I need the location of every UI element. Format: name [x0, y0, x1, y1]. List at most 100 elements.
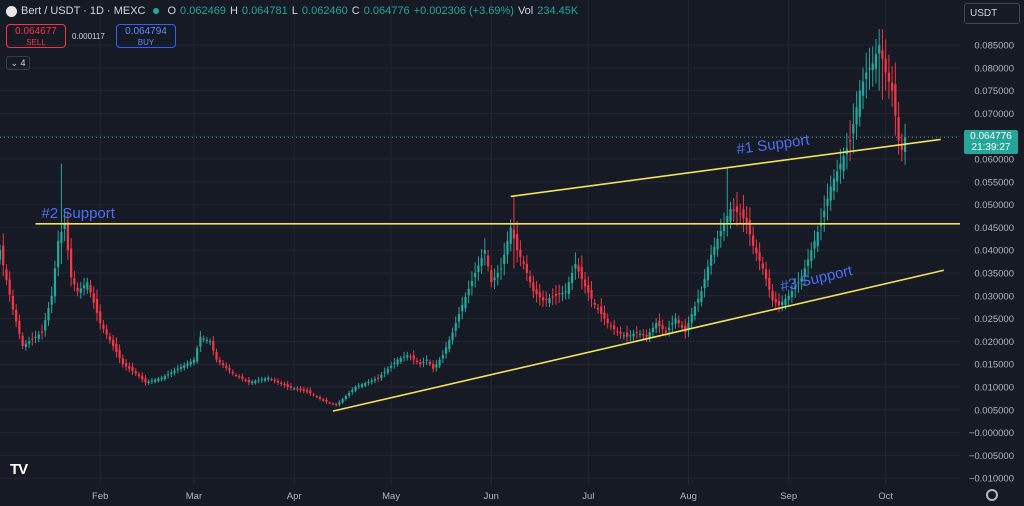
candle-body: [538, 292, 541, 298]
candle-body: [545, 298, 548, 300]
candle-body: [289, 386, 293, 388]
candle-body: [752, 235, 755, 246]
y-tick-label: 0.085000: [974, 41, 1014, 52]
candle-body: [141, 375, 144, 380]
candle-body: [124, 363, 128, 367]
y-tick-label: 0.025000: [974, 314, 1014, 325]
candle-body: [477, 265, 480, 273]
candle-body: [406, 355, 409, 358]
candle-body: [878, 45, 881, 54]
candle-body: [163, 376, 166, 380]
candle-body: [166, 374, 170, 376]
candle-body: [273, 379, 276, 381]
candle-body: [354, 386, 357, 391]
open-label: O: [167, 5, 177, 17]
sell-button[interactable]: 0.064677 SELL: [6, 24, 66, 48]
buy-button[interactable]: 0.064794 BUY: [116, 24, 176, 48]
candle-body: [868, 67, 871, 70]
candle-body: [690, 314, 693, 323]
tradingview-logo-icon[interactable]: TV: [10, 461, 28, 478]
y-tick-label: 0.020000: [974, 337, 1014, 348]
candle-body: [661, 325, 664, 330]
candle-body: [69, 248, 73, 278]
candle-body: [208, 341, 212, 343]
time-axis[interactable]: Feb Mar Apr May Jun Jul Aug Sep Oct: [92, 491, 893, 502]
candle-body: [428, 361, 432, 365]
support-line[interactable]: [510, 138, 941, 198]
candle-body: [739, 213, 742, 215]
candle-body: [8, 279, 11, 295]
candle-body: [11, 295, 15, 310]
candle-body: [703, 279, 706, 289]
candle-body: [147, 381, 150, 384]
candle-body: [212, 340, 215, 351]
candle-body: [839, 163, 842, 170]
candle-body: [44, 320, 47, 331]
candle-body: [467, 288, 470, 296]
candle-body: [855, 107, 858, 125]
y-tick-label: 0.005000: [974, 405, 1014, 416]
symbol-title[interactable]: Bert / USDT · 1D · MEXC: [21, 5, 146, 17]
candle-body: [606, 318, 609, 324]
symbol-header: Bert / USDT · 1D · MEXC O 0.062469 H 0.064…: [6, 5, 578, 17]
candle-body: [528, 276, 532, 283]
candle-body: [622, 335, 625, 337]
candle-body: [852, 124, 855, 134]
support-line[interactable]: [332, 269, 945, 412]
candle-body: [693, 306, 697, 316]
candle-body: [677, 320, 680, 324]
candle-body: [651, 327, 655, 333]
support-label[interactable]: #1 Support: [736, 131, 812, 158]
chart-grid: [0, 0, 960, 485]
y-tick-label: 0.040000: [974, 246, 1014, 257]
y-tick-label: 0.050000: [974, 200, 1014, 211]
candle-body: [63, 222, 66, 229]
candle-body: [66, 222, 70, 251]
candle-body: [794, 286, 797, 290]
x-tick-label: Jul: [582, 491, 594, 502]
candle-body: [402, 356, 406, 358]
candle-body: [480, 257, 483, 266]
candle-body: [173, 370, 176, 373]
candle-body: [483, 250, 486, 254]
candle-body: [202, 338, 205, 340]
candle-body: [719, 230, 722, 237]
candle-body: [267, 377, 270, 380]
indicators-count: 4: [20, 58, 26, 68]
candles: [0, 29, 907, 407]
candle-body: [667, 327, 671, 330]
y-tick-label: 0.055000: [974, 177, 1014, 188]
candle-body: [438, 359, 441, 366]
candle-body: [386, 368, 390, 373]
candle-body: [257, 380, 260, 382]
candle-body: [293, 388, 296, 390]
candle-body: [244, 379, 247, 381]
candle-body: [729, 209, 732, 222]
candle-body: [816, 231, 819, 247]
candle-body: [144, 378, 147, 383]
candle-body: [470, 280, 474, 287]
candle-body: [887, 72, 891, 82]
candle-body: [777, 301, 781, 305]
price-axis[interactable]: 0.0850000.0800000.0750000.0700000.065000…: [969, 41, 1014, 485]
currency-button[interactable]: USDT: [964, 3, 1020, 24]
candle-body: [496, 273, 499, 278]
chevron-down-icon: ⌄: [10, 58, 18, 68]
candle-body: [241, 376, 244, 379]
candle-body: [577, 265, 580, 272]
candle-body: [781, 301, 784, 305]
candle-body: [393, 362, 396, 364]
support-label[interactable]: #3 Support: [779, 262, 855, 295]
candle-body: [874, 54, 878, 69]
candle-body: [554, 294, 558, 296]
candle-body: [34, 336, 37, 338]
bert-logo-icon: [6, 5, 17, 17]
candle-body: [57, 241, 60, 268]
gear-icon[interactable]: [986, 489, 998, 501]
candle-body: [625, 332, 629, 337]
indicators-toggle[interactable]: ⌄ 4: [6, 56, 30, 70]
candle-body: [658, 320, 661, 327]
support-label[interactable]: #2 Support: [42, 205, 116, 222]
candle-body: [364, 383, 367, 386]
